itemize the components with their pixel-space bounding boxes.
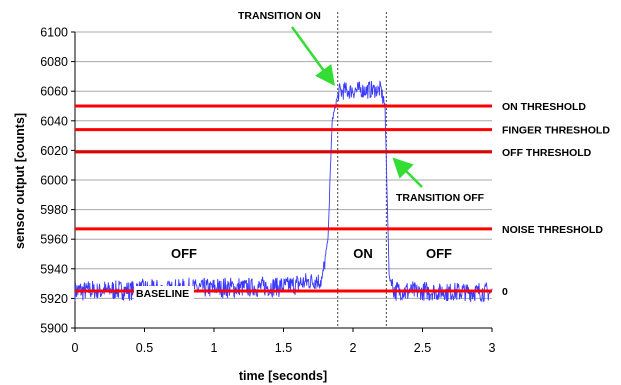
baseline-label: BASELINE — [136, 288, 189, 300]
y-tick-label: 6080 — [40, 55, 68, 69]
x-tick-label: 1 — [211, 341, 218, 355]
threshold-label: ON THRESHOLD — [502, 101, 586, 113]
x-tick-label: 0 — [72, 341, 79, 355]
y-tick-label: 6060 — [40, 85, 68, 99]
y-tick-label: 5940 — [40, 262, 68, 276]
y-axis-title: sensor output [counts] — [13, 113, 27, 249]
off-left-label: OFF — [171, 246, 197, 261]
chart-annotations: ON THRESHOLD FINGER THRESHOLD OFF THRESHOL… — [134, 10, 610, 300]
x-tick-label: 0.5 — [136, 341, 153, 355]
threshold-label: NOISE THRESHOLD — [502, 224, 603, 236]
x-tick-label: 2.5 — [414, 341, 431, 355]
y-tick-label: 6100 — [40, 26, 68, 40]
transition-on-label: TRANSITION ON — [238, 10, 321, 22]
y-tick-label: 5960 — [40, 233, 68, 247]
y-tick-label: 6000 — [40, 174, 68, 188]
y-tick-label: 5980 — [40, 203, 68, 217]
threshold-label: 0 — [502, 286, 508, 298]
threshold-label: FINGER THRESHOLD — [502, 125, 610, 137]
transition-on-arrow — [292, 27, 332, 82]
off-right-label: OFF — [426, 246, 452, 261]
on-label: ON — [353, 246, 373, 261]
x-axis-title: time [seconds] — [239, 369, 327, 383]
transition-vlines — [338, 12, 387, 328]
y-tick-label: 6040 — [40, 114, 68, 128]
y-tick-label: 5900 — [40, 322, 68, 336]
x-tick-label: 1.5 — [275, 341, 292, 355]
tick-labels: 5900 5920 5940 5960 5980 6000 6020 6040 6060 6080… — [40, 26, 495, 356]
transition-off-arrow — [396, 161, 422, 187]
x-tick-label: 2 — [350, 341, 357, 355]
y-tick-label: 6020 — [40, 144, 68, 158]
transition-off-label: TRANSITION OFF — [396, 192, 485, 204]
threshold-label: OFF THRESHOLD — [502, 147, 592, 159]
y-tick-label: 5920 — [40, 292, 68, 306]
x-tick-label: 3 — [489, 341, 496, 355]
